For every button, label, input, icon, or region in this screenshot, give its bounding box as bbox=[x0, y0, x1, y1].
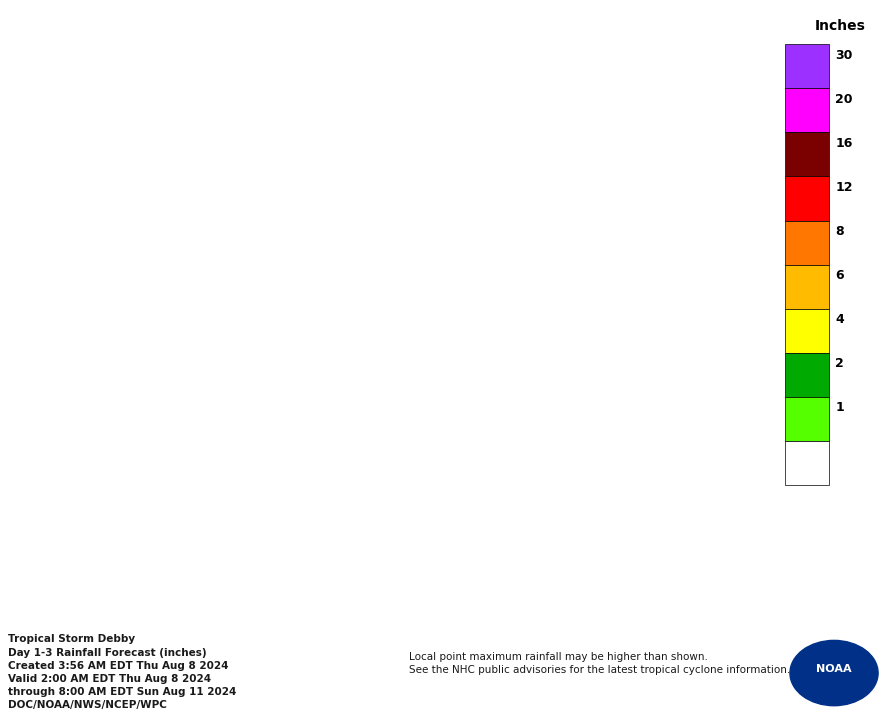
Bar bbox=[785, 132, 830, 176]
Text: 16: 16 bbox=[835, 137, 853, 150]
Bar bbox=[785, 221, 830, 265]
Bar bbox=[785, 88, 830, 132]
Text: 12: 12 bbox=[835, 181, 853, 194]
Bar bbox=[785, 397, 830, 441]
Text: 20: 20 bbox=[835, 92, 853, 106]
Bar bbox=[785, 176, 830, 221]
Text: NOAA: NOAA bbox=[816, 664, 852, 674]
Bar bbox=[785, 441, 830, 485]
Bar bbox=[785, 265, 830, 309]
Text: Inches: Inches bbox=[814, 19, 865, 33]
Text: 8: 8 bbox=[835, 225, 844, 238]
Circle shape bbox=[790, 640, 878, 706]
Text: Tropical Storm Debby
Day 1-3 Rainfall Forecast (inches)
Created 3:56 AM EDT Thu : Tropical Storm Debby Day 1-3 Rainfall Fo… bbox=[8, 634, 236, 710]
Text: 6: 6 bbox=[835, 269, 844, 282]
Text: 1: 1 bbox=[835, 402, 844, 415]
Text: 4: 4 bbox=[835, 313, 844, 326]
Bar bbox=[785, 353, 830, 397]
Text: 30: 30 bbox=[835, 49, 853, 62]
Bar bbox=[785, 309, 830, 353]
Text: Local point maximum rainfall may be higher than shown.
See the NHC public adviso: Local point maximum rainfall may be high… bbox=[409, 652, 790, 674]
Bar bbox=[785, 44, 830, 88]
Text: 2: 2 bbox=[835, 357, 844, 370]
